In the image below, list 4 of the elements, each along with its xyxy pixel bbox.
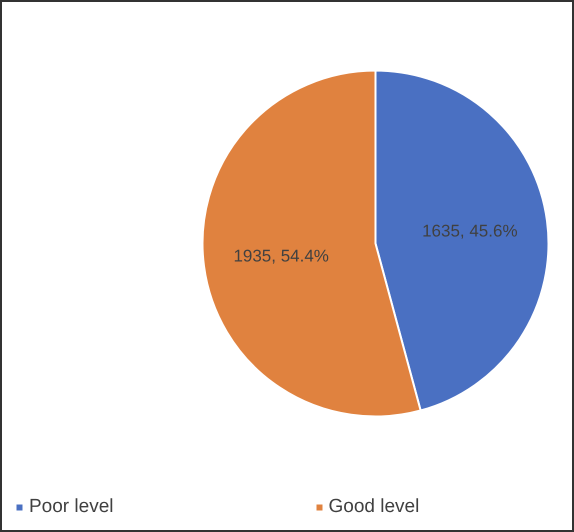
data-label: 1935, 54.4%: [233, 246, 329, 266]
data-label: 1635, 45.6%: [422, 221, 518, 240]
legend-label: Poor level: [29, 496, 114, 518]
legend-label: Good level: [328, 496, 420, 518]
